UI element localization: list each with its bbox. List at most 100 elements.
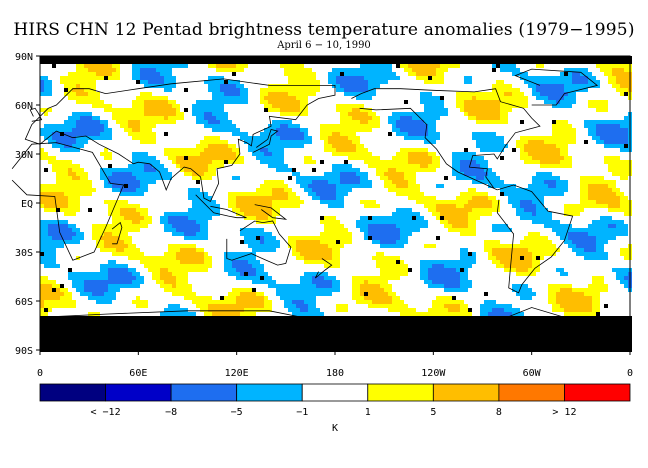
anomaly-cell [60,136,64,140]
anomaly-cell [364,220,368,224]
anomaly-cell [56,196,60,200]
anomaly-cell [260,152,264,156]
anomaly-cell [112,72,116,76]
anomaly-cell [276,184,280,188]
anomaly-cell [132,104,136,108]
anomaly-cell [256,56,260,60]
anomaly-cell [180,56,184,60]
anomaly-cell [164,64,168,68]
anomaly-cell [420,56,424,60]
anomaly-cell [440,72,444,76]
anomaly-cell [324,240,328,244]
anomaly-cell [72,280,76,284]
anomaly-cell [444,208,448,212]
anomaly-cell [612,268,616,272]
anomaly-cell [476,96,480,100]
anomaly-cell [164,68,168,72]
anomaly-cell [244,276,248,280]
anomaly-cell [128,220,132,224]
anomaly-cell [356,184,360,188]
anomaly-cell [44,220,48,224]
anomaly-cell [48,224,52,228]
anomaly-cell [396,212,400,216]
anomaly-cell [128,172,132,176]
anomaly-cell [300,284,304,288]
anomaly-cell [416,188,420,192]
anomaly-cell [496,184,500,188]
anomaly-cell [240,88,244,92]
anomaly-cell [264,236,268,240]
anomaly-cell [200,200,204,204]
anomaly-cell [108,152,112,156]
anomaly-cell [620,232,624,236]
anomaly-cell [588,80,592,84]
anomaly-cell [592,284,596,288]
anomaly-cell [268,244,272,248]
anomaly-cell [604,68,608,72]
anomaly-cell [624,132,628,136]
anomaly-cell [436,284,440,288]
anomaly-cell [416,200,420,204]
anomaly-cell [584,236,588,240]
anomaly-cell [188,288,192,292]
anomaly-cell [184,156,188,160]
anomaly-cell [484,204,488,208]
anomaly-cell [248,240,252,244]
anomaly-cell [348,168,352,172]
anomaly-cell [292,248,296,252]
anomaly-cell [240,292,244,296]
anomaly-cell [488,148,492,152]
anomaly-cell [208,60,212,64]
anomaly-cell [252,252,256,256]
anomaly-cell [320,236,324,240]
anomaly-cell [604,188,608,192]
anomaly-cell [568,244,572,248]
anomaly-cell [216,140,220,144]
anomaly-cell [272,220,276,224]
anomaly-cell [532,148,536,152]
anomaly-cell [104,240,108,244]
anomaly-cell [112,112,116,116]
anomaly-cell [376,168,380,172]
anomaly-cell [336,176,340,180]
anomaly-cell [564,152,568,156]
anomaly-cell [468,92,472,96]
anomaly-cell [100,72,104,76]
anomaly-cell [108,228,112,232]
anomaly-cell [336,180,340,184]
anomaly-cell [432,280,436,284]
anomaly-cell [76,228,80,232]
anomaly-cell [44,296,48,300]
anomaly-cell [412,212,416,216]
anomaly-cell [164,100,168,104]
anomaly-cell [556,152,560,156]
anomaly-cell [256,216,260,220]
anomaly-cell [468,192,472,196]
anomaly-cell [512,72,516,76]
anomaly-cell [340,144,344,148]
anomaly-cell [200,256,204,260]
anomaly-cell [212,140,216,144]
anomaly-cell [612,76,616,80]
anomaly-cell [180,224,184,228]
anomaly-cell [320,260,324,264]
anomaly-cell [132,124,136,128]
anomaly-cell [524,236,528,240]
anomaly-cell [108,280,112,284]
anomaly-cell [132,160,136,164]
anomaly-cell [64,120,68,124]
anomaly-cell [40,228,44,232]
anomaly-cell [516,92,520,96]
anomaly-cell [112,280,116,284]
anomaly-cell [136,208,140,212]
anomaly-cell [152,72,156,76]
anomaly-cell [116,64,120,68]
anomaly-cell [576,228,580,232]
anomaly-cell [360,156,364,160]
anomaly-cell [452,212,456,216]
anomaly-cell [268,232,272,236]
anomaly-cell [396,276,400,280]
anomaly-cell [336,284,340,288]
anomaly-cell [396,124,400,128]
anomaly-cell [432,212,436,216]
